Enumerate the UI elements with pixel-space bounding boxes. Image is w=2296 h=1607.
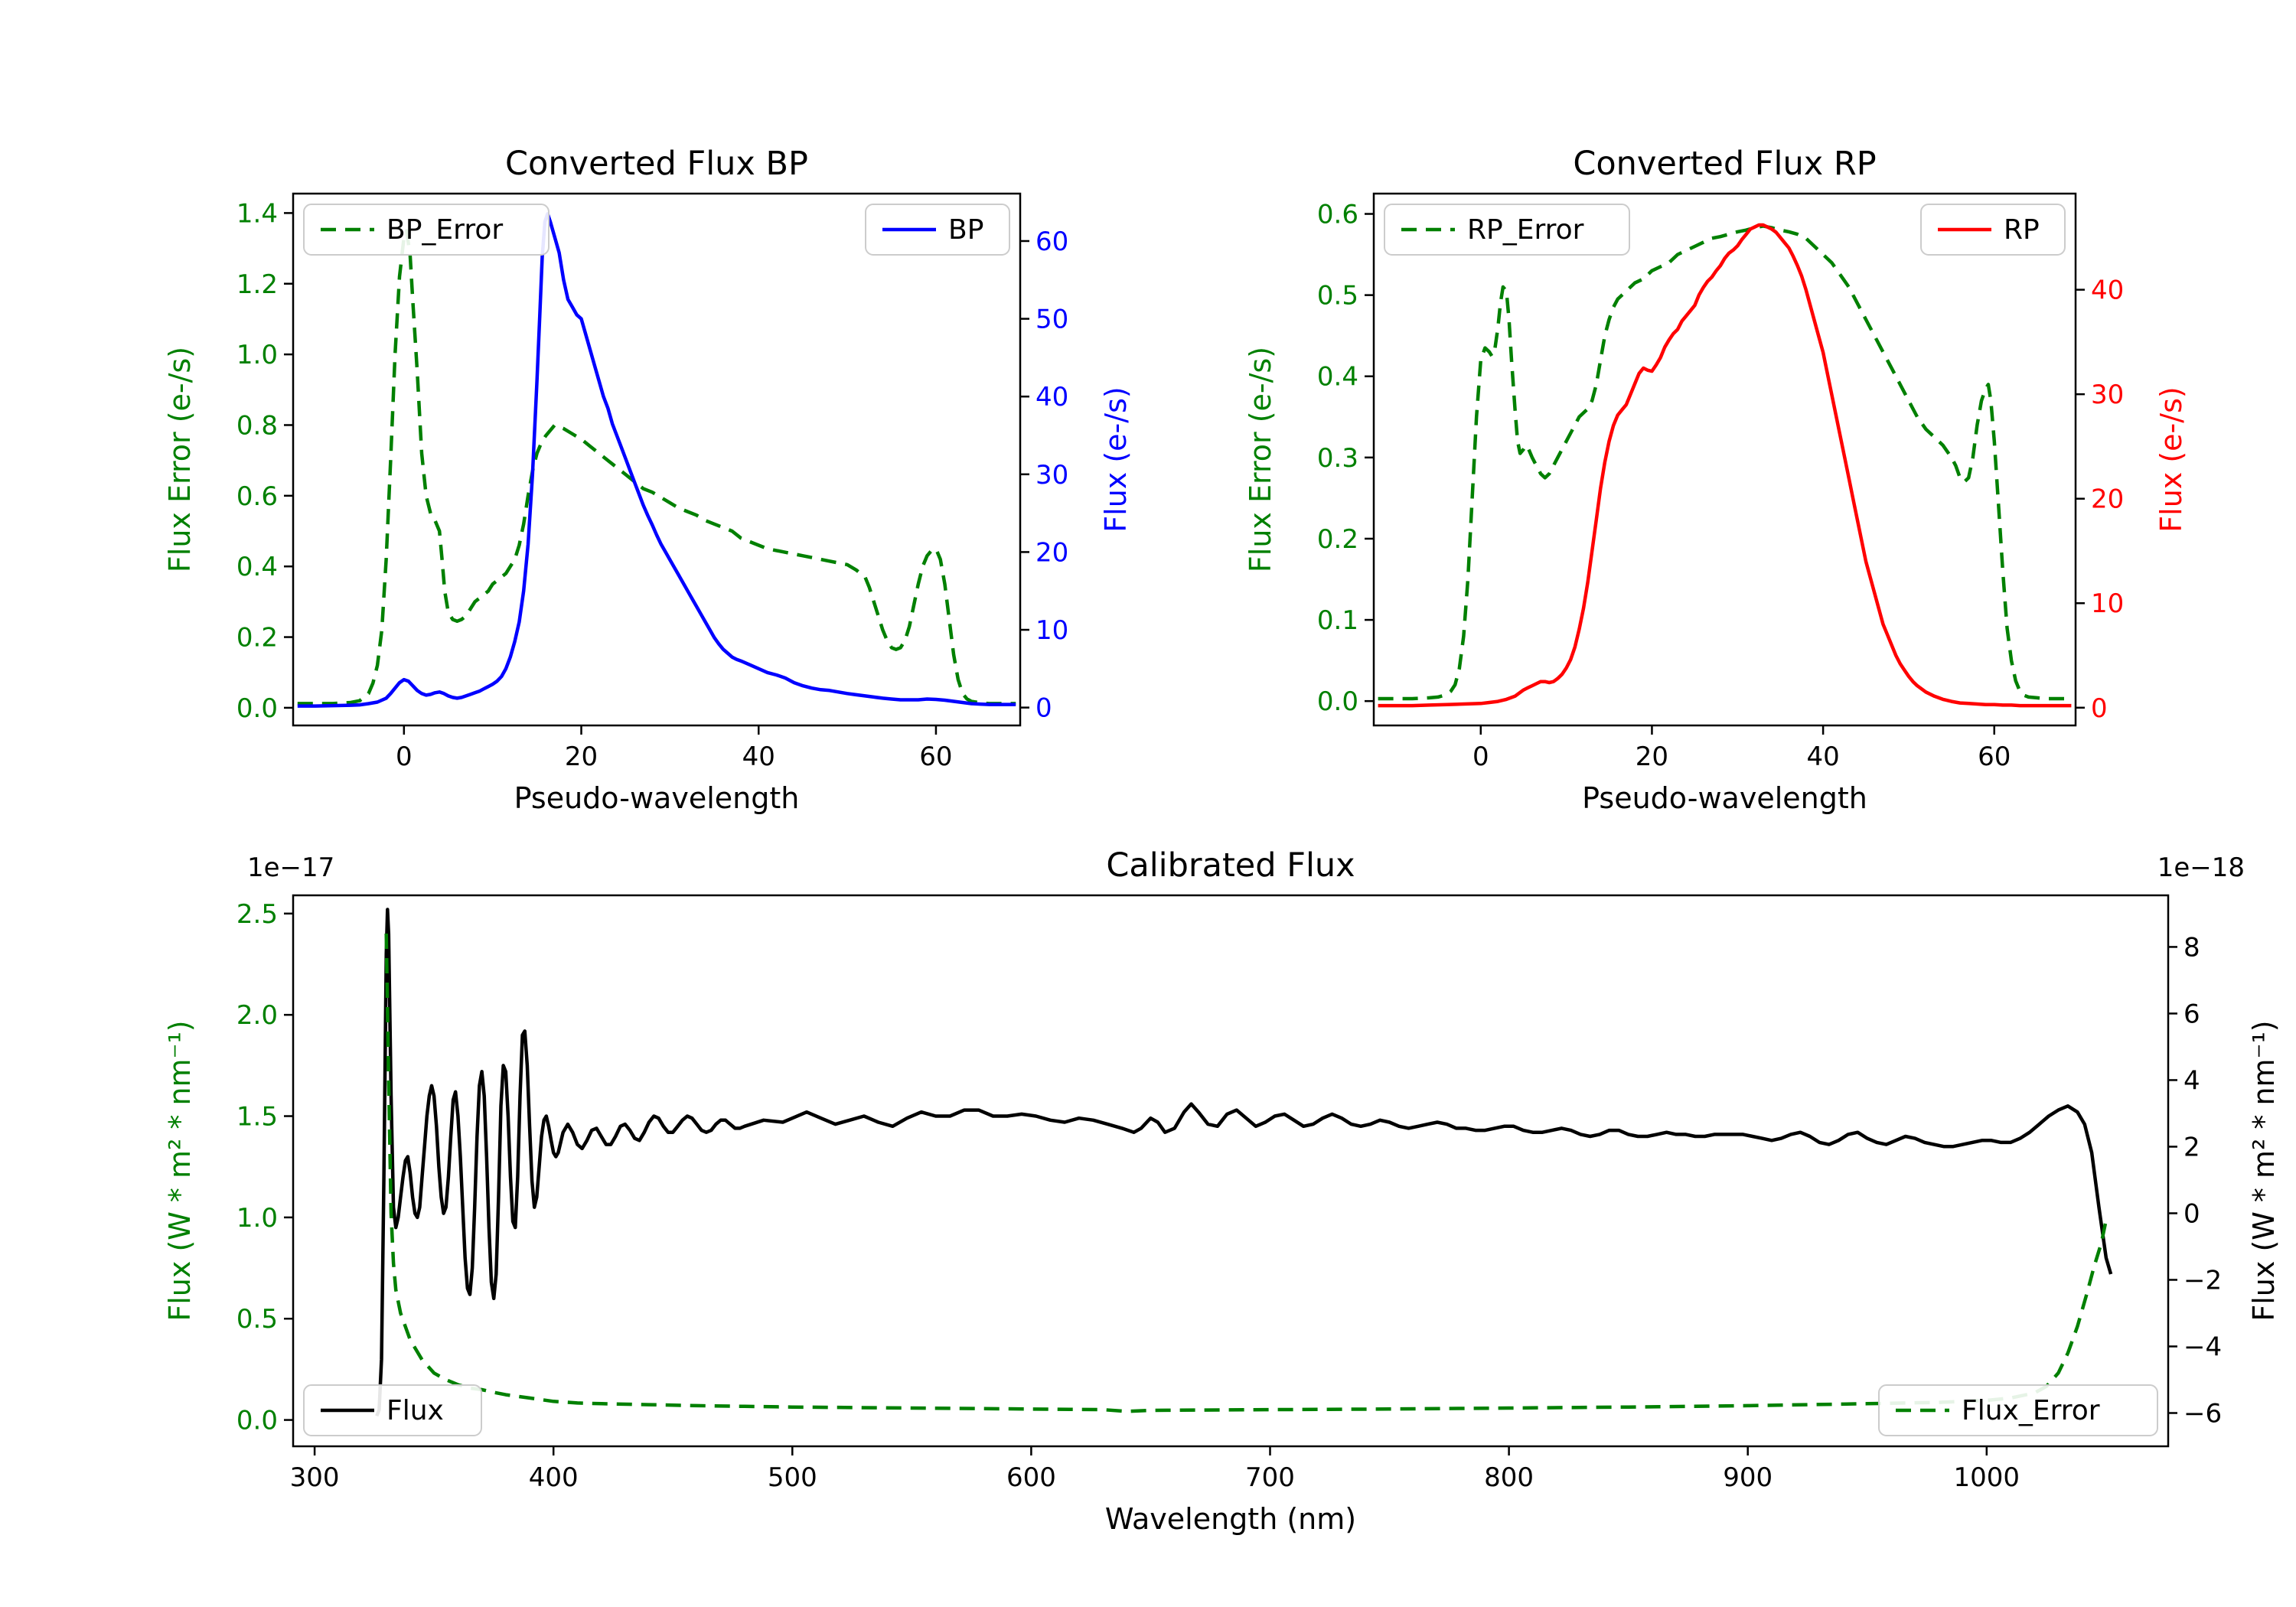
calibrated-x-tick-label: 400 xyxy=(529,1462,579,1493)
calibrated-right-axis-label: Flux (W * m² * nm⁻¹) xyxy=(2247,1020,2281,1321)
rp-left-tick-label: 0.0 xyxy=(1317,686,1358,717)
rp-left-tick-label: 0.1 xyxy=(1317,605,1358,636)
calibrated-axes-frame xyxy=(292,894,2170,1448)
bp-right-tick-label: 10 xyxy=(1035,615,1068,646)
rp-left-tick-label: 0.4 xyxy=(1317,362,1358,393)
rp-x-tick-label: 40 xyxy=(1806,742,1839,772)
rp-left-axis-label: Flux Error (e-/s) xyxy=(1244,347,1277,572)
rp-legend-box xyxy=(1384,204,1630,256)
rp-right-tick-label: 30 xyxy=(2091,380,2124,410)
calibrated-left-tick-label: 1.5 xyxy=(236,1102,278,1133)
calibrated-right-tick-label: 6 xyxy=(2183,999,2200,1029)
calibrated-left-axis-label: Flux (W * m² * nm⁻¹) xyxy=(163,1020,197,1321)
bp-right-axis-label: Flux (e-/s) xyxy=(1099,386,1133,532)
bp-x-tick-label: 20 xyxy=(565,742,598,772)
calibrated-right-offset-label: 1e−18 xyxy=(2157,852,2245,883)
rp-left-tick-label: 0.5 xyxy=(1317,281,1358,311)
calibrated-right-tick-label: 2 xyxy=(2183,1132,2200,1162)
flux-error-line xyxy=(384,933,2108,1413)
rp-right-tick-label: 10 xyxy=(2091,588,2124,619)
calibrated-right-tick-label: 8 xyxy=(2183,932,2200,963)
bp-line xyxy=(297,212,1016,708)
calibrated-right-tick-label: −4 xyxy=(2183,1332,2222,1362)
calibrated-left-tick-label: 0.5 xyxy=(236,1304,278,1335)
bp-right-tick-label: 30 xyxy=(1035,460,1068,491)
rp-right-tick-label: 20 xyxy=(2091,484,2124,515)
calibrated-right-tick-label: 4 xyxy=(2183,1065,2200,1096)
bp-right-tick-label: 60 xyxy=(1035,227,1068,257)
rp-x-axis-label: Pseudo-wavelength xyxy=(1582,781,1867,815)
rp-left-tick-label: 0.2 xyxy=(1317,524,1358,555)
bp-legend-label: BP_Error xyxy=(386,214,503,246)
rp-left-tick-label: 0.3 xyxy=(1317,443,1358,474)
calibrated-x-tick-label: 300 xyxy=(290,1462,340,1493)
calibrated-left-tick-label: 0.0 xyxy=(236,1406,278,1436)
bp-left-tick-label: 0.6 xyxy=(236,481,278,512)
rp-axes-frame xyxy=(1372,192,2077,727)
rp-x-tick-label: 60 xyxy=(1978,742,2011,772)
bp-x-tick-label: 0 xyxy=(396,742,413,772)
rp-legend-label: RP_Error xyxy=(1467,214,1584,246)
bp-legend-box xyxy=(303,204,550,256)
rp-x-tick-label: 0 xyxy=(1473,742,1489,772)
rp-line xyxy=(1378,223,2072,708)
calibrated-x-tick-label: 1000 xyxy=(1954,1462,2020,1493)
rp-right-tick-label: 40 xyxy=(2091,275,2124,306)
calibrated-x-tick-label: 900 xyxy=(1723,1462,1773,1493)
calibrated-x-tick-label: 600 xyxy=(1006,1462,1056,1493)
bp-right-tick-label: 20 xyxy=(1035,537,1068,568)
bp-legend-box xyxy=(865,204,1010,256)
calibrated-x-axis-label: Wavelength (nm) xyxy=(1105,1502,1356,1536)
bp-left-tick-label: 0.8 xyxy=(236,410,278,441)
calibrated-legend-label: Flux_Error xyxy=(1962,1395,2100,1426)
bp-left-tick-label: 0.0 xyxy=(236,693,278,724)
rp-x-tick-label: 20 xyxy=(1636,742,1668,772)
rp-error-line xyxy=(1378,224,2072,701)
rp-legend-label: RP xyxy=(2004,214,2040,246)
bp-right-tick-label: 40 xyxy=(1035,382,1068,412)
flux-line xyxy=(375,908,2113,1417)
rp-legend-box xyxy=(1920,204,2066,256)
calibrated-left-tick-label: 1.0 xyxy=(236,1203,278,1234)
bp-legend-label: BP xyxy=(948,214,983,246)
bp-left-tick-label: 1.4 xyxy=(236,198,278,229)
bp-x-tick-label: 60 xyxy=(919,742,952,772)
bp-left-axis-label: Flux Error (e-/s) xyxy=(163,347,197,572)
calibrated-right-tick-label: −6 xyxy=(2183,1398,2222,1429)
rp-left-tick-label: 0.6 xyxy=(1317,200,1358,230)
rp-chart-title: Converted Flux RP xyxy=(1573,145,1876,183)
calibrated-legend-label: Flux xyxy=(386,1395,444,1426)
bp-axes-frame xyxy=(292,192,1022,727)
rp-right-axis-label: Flux (e-/s) xyxy=(2154,386,2188,532)
bp-left-tick-label: 1.0 xyxy=(236,340,278,370)
calibrated-chart-title: Calibrated Flux xyxy=(1106,846,1355,885)
calibrated-x-tick-label: 500 xyxy=(768,1462,817,1493)
calibrated-x-tick-label: 700 xyxy=(1245,1462,1295,1493)
bp-x-tick-label: 40 xyxy=(742,742,775,772)
bp-chart-title: Converted Flux BP xyxy=(505,145,808,183)
calibrated-legend-box xyxy=(1878,1384,2158,1436)
calibrated-x-tick-label: 800 xyxy=(1484,1462,1534,1493)
bp-left-tick-label: 0.4 xyxy=(236,552,278,582)
calibrated-left-tick-label: 2.5 xyxy=(236,899,278,930)
calibrated-left-tick-label: 2.0 xyxy=(236,1000,278,1031)
calibrated-legend-box xyxy=(303,1384,482,1436)
bp-left-tick-label: 0.2 xyxy=(236,623,278,654)
calibrated-right-tick-label: −2 xyxy=(2183,1265,2222,1296)
bp-right-tick-label: 50 xyxy=(1035,305,1068,335)
bp-right-tick-label: 0 xyxy=(1035,693,1052,724)
bp-left-tick-label: 1.2 xyxy=(236,269,278,300)
rp-right-tick-label: 0 xyxy=(2091,693,2108,724)
bp-error-line xyxy=(297,229,1016,706)
calibrated-left-offset-label: 1e−17 xyxy=(247,852,334,883)
calibrated-right-tick-label: 0 xyxy=(2183,1198,2200,1229)
bp-x-axis-label: Pseudo-wavelength xyxy=(514,781,800,815)
